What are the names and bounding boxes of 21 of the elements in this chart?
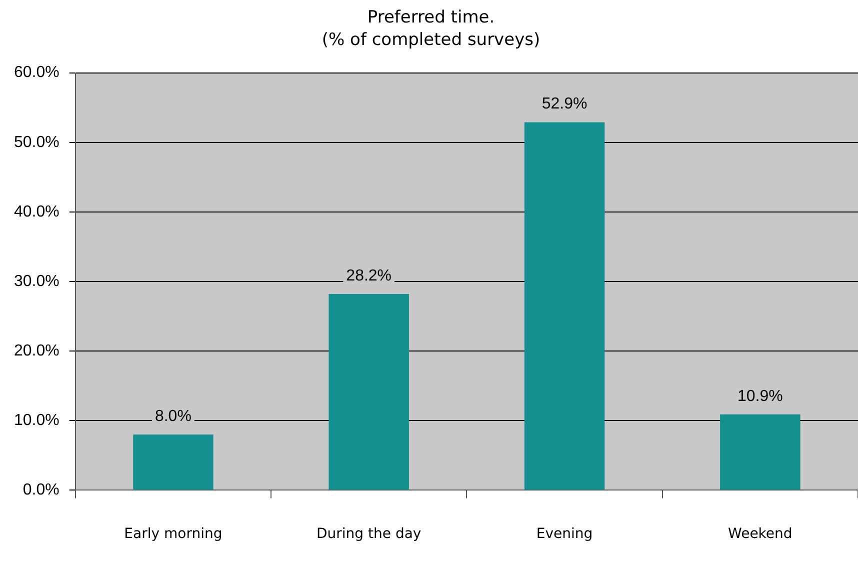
bar <box>720 414 800 490</box>
y-tick-label: 50.0% <box>14 134 60 151</box>
y-tick-label: 20.0% <box>14 342 60 360</box>
y-tick-label: 60.0% <box>14 64 60 82</box>
y-tick-label: 10.0% <box>14 412 60 430</box>
y-tick-label: 30.0% <box>14 272 60 290</box>
chart-title: Preferred time. <box>367 8 495 28</box>
bar <box>133 434 214 490</box>
data-label: 28.2% <box>346 267 392 284</box>
bar <box>328 294 409 490</box>
x-tick-label: Weekend <box>728 526 792 542</box>
x-tick-label: During the day <box>316 526 422 542</box>
y-tick-label: 40.0% <box>14 203 60 220</box>
chart-subtitle: (% of completed surveys) <box>322 30 540 50</box>
y-tick-label: 0.0% <box>22 482 60 499</box>
x-tick-label: Early morning <box>124 526 222 542</box>
bar <box>524 122 605 490</box>
data-label: 52.9% <box>542 96 588 113</box>
data-label: 10.9% <box>737 388 783 405</box>
x-tick-label: Evening <box>536 526 593 542</box>
data-label: 8.0% <box>154 408 192 425</box>
